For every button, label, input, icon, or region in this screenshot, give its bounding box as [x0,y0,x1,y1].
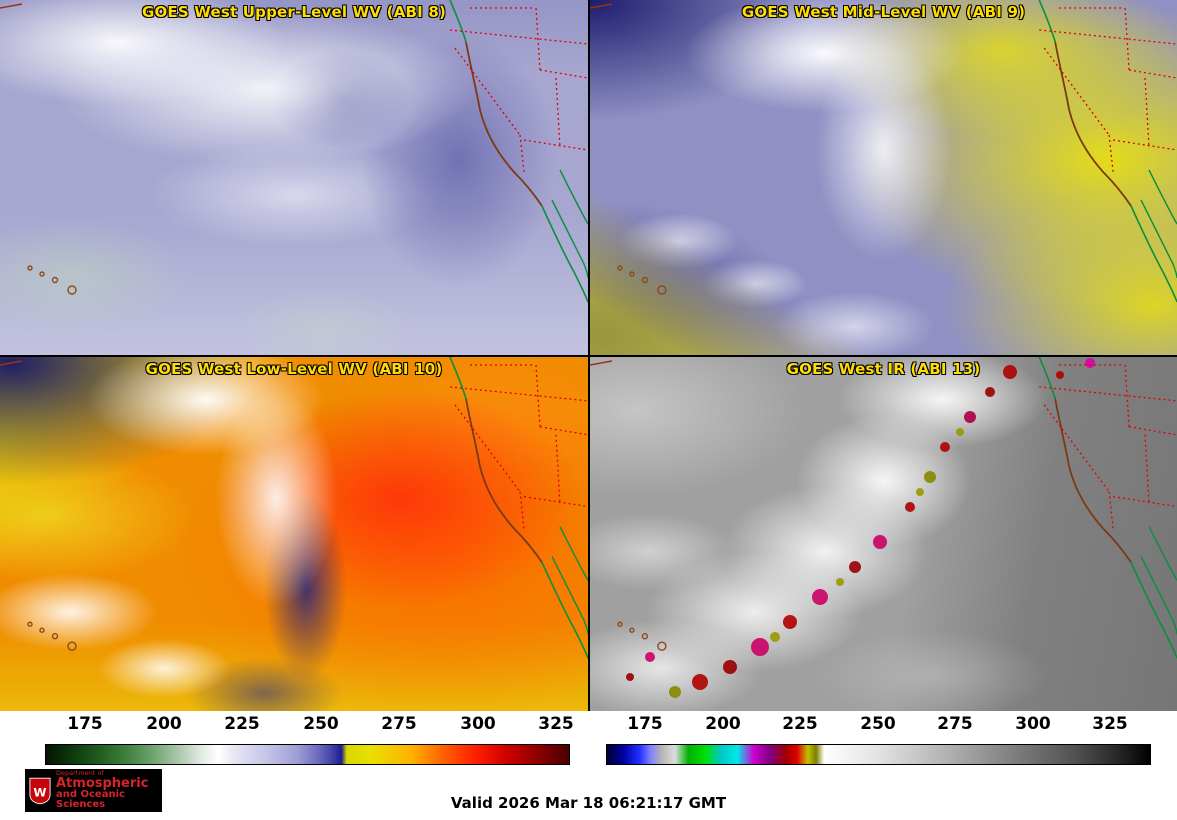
panel-title-mid-wv: GOES West Mid-Level WV (ABI 9) [741,3,1026,21]
logo-text: Department of Atmospheric and Oceanic Sc… [56,770,158,810]
wv-colorbar-ticks: 175 200 225 250 275 300 325 [0,714,588,738]
ir-colorbar-ticks: 175 200 225 250 275 300 325 [589,714,1177,738]
panel-title-ir: GOES West IR (ABI 13) [786,360,981,378]
tick-label: 250 [860,714,896,734]
panel-low-level-wv: GOES West Low-Level WV (ABI 10) [0,357,588,711]
valid-time: Valid 2026 Mar 18 06:21:17 GMT [450,794,727,812]
tick-label: 275 [937,714,973,734]
panel-grid: GOES West Upper-Level WV (ABI 8) GOES We… [0,0,1177,711]
tick-label: 175 [67,714,103,734]
tick-label: 300 [1015,714,1051,734]
uw-aos-logo: W Department of Atmospheric and Oceanic … [25,769,162,812]
panel-upper-level-wv: GOES West Upper-Level WV (ABI 8) [0,0,588,355]
panel-ir: GOES West IR (ABI 13) [590,357,1177,711]
ir-cold-cloud-speckles [626,358,1095,698]
wv-colorbar [45,744,570,765]
tick-label: 275 [381,714,417,734]
tick-label: 175 [627,714,663,734]
panel-title-upper-wv: GOES West Upper-Level WV (ABI 8) [141,3,447,21]
logo-oceanic-line: and Oceanic Sciences [56,789,125,811]
map-overlay [0,357,588,711]
map-overlay [590,357,1177,711]
uw-crest-letter: W [33,785,46,799]
tick-label: 250 [303,714,339,734]
logo-dept-line: Department of [56,769,104,778]
tick-label: 200 [705,714,741,734]
tick-label: 325 [538,714,574,734]
map-overlay [590,0,1177,355]
logo-atmospheric-line: Atmospheric [56,776,149,791]
panel-mid-level-wv: GOES West Mid-Level WV (ABI 9) [590,0,1177,355]
tick-label: 225 [782,714,818,734]
tick-label: 325 [1092,714,1128,734]
ir-colorbar [606,744,1151,765]
panel-title-low-wv: GOES West Low-Level WV (ABI 10) [145,360,443,378]
map-overlay [0,0,588,355]
tick-label: 200 [146,714,182,734]
uw-crest-icon: W [29,777,51,804]
tick-label: 225 [224,714,260,734]
tick-label: 300 [460,714,496,734]
